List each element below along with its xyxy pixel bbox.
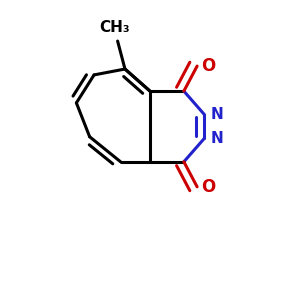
Text: CH₃: CH₃ — [99, 20, 130, 35]
Text: N: N — [211, 107, 223, 122]
Text: N: N — [211, 131, 223, 146]
Text: O: O — [201, 178, 215, 196]
Text: O: O — [201, 57, 215, 75]
